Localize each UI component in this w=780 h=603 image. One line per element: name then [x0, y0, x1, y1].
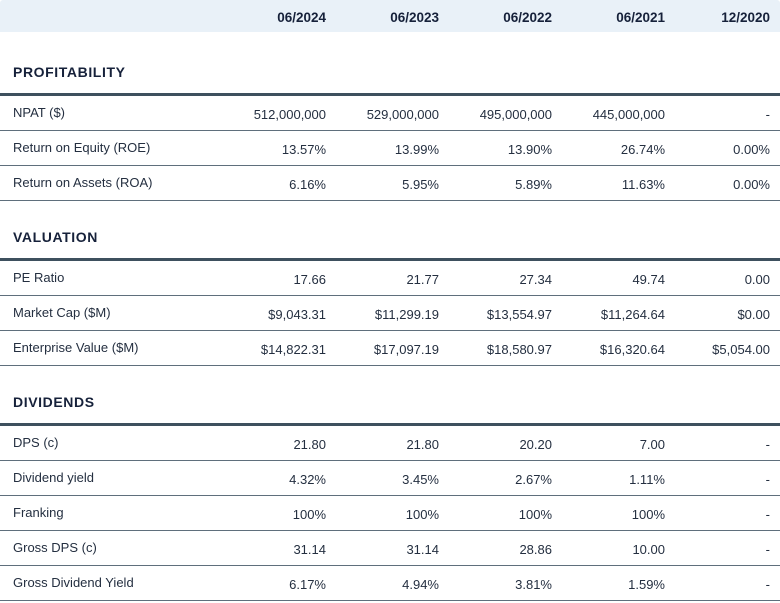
table-row: Return on Assets (ROA) 6.16% 5.95% 5.89% 11…	[0, 166, 780, 201]
table-row: Market Cap ($M) $9,043.31 $11,299.19 $13,5…	[0, 296, 780, 331]
cell-value: 10.00	[632, 541, 665, 557]
cell-value: 49.74	[632, 271, 665, 287]
section-title: VALUATION	[0, 201, 780, 261]
row-label: Market Cap ($M)	[13, 304, 111, 320]
cell-value: 13.90%	[507, 141, 552, 157]
cell-value: 4.32%	[289, 471, 326, 487]
cell-value: 3.45%	[402, 471, 439, 487]
cell-value: $18,580.97	[486, 341, 552, 357]
cell-value: 31.14	[406, 541, 439, 557]
cell-value: 6.17%	[289, 576, 326, 592]
cell-value: 13.57%	[281, 141, 326, 157]
table-row: Gross DPS (c) 31.14 31.14 28.86 10.00 -	[0, 531, 780, 566]
period-column-header: 12/2020	[721, 9, 770, 25]
cell-value: $9,043.31	[268, 306, 326, 322]
cell-value: $16,320.64	[599, 341, 665, 357]
table-body: PROFITABILITY NPAT ($) 512,000,000 529,00…	[0, 32, 780, 601]
cell-value: 100%	[292, 506, 326, 522]
table-row: Enterprise Value ($M) $14,822.31 $17,097.…	[0, 331, 780, 366]
table-section: PROFITABILITY NPAT ($) 512,000,000 529,00…	[0, 32, 780, 201]
cell-value: $11,264.64	[600, 306, 665, 322]
cell-value: 445,000,000	[592, 106, 665, 122]
cell-value: -	[765, 436, 770, 452]
row-label: Gross DPS (c)	[13, 539, 97, 555]
cell-value: 7.00	[639, 436, 665, 452]
cell-value: $0.00	[737, 306, 770, 322]
row-label: Dividend yield	[13, 469, 94, 485]
row-label: Return on Assets (ROA)	[13, 174, 153, 190]
cell-value: 28.86	[519, 541, 552, 557]
cell-value: 529,000,000	[366, 106, 439, 122]
row-label: PE Ratio	[13, 269, 65, 285]
cell-value: 21.80	[406, 436, 439, 452]
row-label: Gross Dividend Yield	[13, 574, 134, 590]
cell-value: 13.99%	[394, 141, 439, 157]
cell-value: $17,097.19	[373, 341, 439, 357]
table-row: Return on Equity (ROE) 13.57% 13.99% 13.90…	[0, 131, 780, 166]
cell-value: 0.00%	[733, 141, 770, 157]
cell-value: 1.59%	[628, 576, 665, 592]
cell-value: 6.16%	[289, 176, 326, 192]
cell-value: 100%	[405, 506, 439, 522]
cell-value: -	[765, 471, 770, 487]
period-column-header: 06/2022	[503, 9, 552, 25]
table-section: VALUATION PE Ratio 17.66 21.77 27.34 49.74 0…	[0, 201, 780, 366]
cell-value: 0.00	[744, 271, 770, 287]
section-rows: DPS (c) 21.80 21.80 20.20 7.00 - Dividend yi…	[0, 426, 780, 601]
row-label: NPAT ($)	[13, 104, 66, 120]
section-title: PROFITABILITY	[0, 32, 780, 96]
table-row: DPS (c) 21.80 21.80 20.20 7.00 -	[0, 426, 780, 461]
cell-value: 100%	[631, 506, 665, 522]
cell-value: 26.74%	[620, 141, 665, 157]
cell-value: 100%	[518, 506, 552, 522]
table-row: PE Ratio 17.66 21.77 27.34 49.74 0.00	[0, 261, 780, 296]
cell-value: 20.20	[519, 436, 552, 452]
period-column-header: 06/2024	[277, 9, 326, 25]
cell-value: $5,054.00	[712, 341, 770, 357]
table-section: DIVIDENDS DPS (c) 21.80 21.80 20.20 7.00 - D…	[0, 366, 780, 601]
cell-value: $14,822.31	[260, 341, 326, 357]
cell-value: 4.94%	[402, 576, 439, 592]
cell-value: 0.00%	[733, 176, 770, 192]
cell-value: 5.95%	[402, 176, 439, 192]
cell-value: -	[765, 576, 770, 592]
table-row: Gross Dividend Yield 6.17% 4.94% 3.81% 1.59…	[0, 566, 780, 601]
cell-value: 21.80	[293, 436, 326, 452]
section-rows: NPAT ($) 512,000,000 529,000,000 495,000,0…	[0, 96, 780, 201]
table-row: NPAT ($) 512,000,000 529,000,000 495,000,0…	[0, 96, 780, 131]
cell-value: 512,000,000	[253, 106, 326, 122]
cell-value: 2.67%	[515, 471, 552, 487]
cell-value: $13,554.97	[486, 306, 552, 322]
row-label: Enterprise Value ($M)	[13, 339, 139, 355]
cell-value: 5.89%	[515, 176, 552, 192]
cell-value: $11,299.19	[374, 306, 439, 322]
cell-value: 21.77	[406, 271, 439, 287]
cell-value: -	[765, 106, 770, 122]
cell-value: 1.11%	[629, 471, 665, 487]
cell-value: -	[765, 506, 770, 522]
table-row: Dividend yield 4.32% 3.45% 2.67% 1.11% -	[0, 461, 780, 496]
cell-value: 495,000,000	[479, 106, 552, 122]
cell-value: -	[765, 541, 770, 557]
cell-value: 27.34	[519, 271, 552, 287]
period-column-header: 06/2021	[616, 9, 665, 25]
cell-value: 3.81%	[515, 576, 552, 592]
section-rows: PE Ratio 17.66 21.77 27.34 49.74 0.00 Market…	[0, 261, 780, 366]
period-column-header: 06/2023	[390, 9, 439, 25]
cell-value: 11.63%	[621, 176, 665, 192]
table-row: Franking 100% 100% 100% 100% -	[0, 496, 780, 531]
row-label: Return on Equity (ROE)	[13, 139, 151, 155]
row-label: DPS (c)	[13, 434, 59, 450]
cell-value: 31.14	[293, 541, 326, 557]
column-header-row: 06/2024 06/2023 06/2022 06/2021 12/2020	[0, 0, 780, 32]
section-title: DIVIDENDS	[0, 366, 780, 426]
row-label: Franking	[13, 504, 64, 520]
cell-value: 17.66	[293, 271, 326, 287]
